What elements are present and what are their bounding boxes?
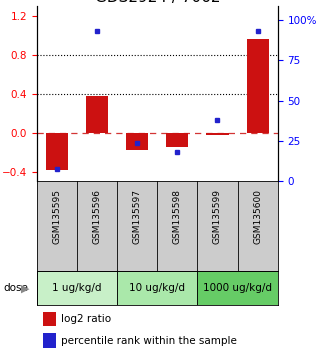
Text: GSM135597: GSM135597 (133, 189, 142, 244)
Text: percentile rank within the sample: percentile rank within the sample (61, 336, 237, 346)
Text: ▶: ▶ (21, 284, 29, 293)
Text: GSM135599: GSM135599 (213, 189, 222, 244)
Bar (247, 39, 269, 133)
Bar (117, 272, 197, 306)
Text: 10 ug/kg/d: 10 ug/kg/d (129, 284, 185, 293)
Text: log2 ratio: log2 ratio (61, 314, 111, 324)
Text: GSM135596: GSM135596 (92, 189, 102, 244)
Bar (197, 272, 278, 306)
Text: 1 ug/kg/d: 1 ug/kg/d (52, 284, 102, 293)
Bar (46, 133, 68, 170)
Text: dose: dose (3, 284, 28, 293)
Bar (206, 133, 229, 135)
Bar (126, 133, 148, 150)
Bar (166, 133, 188, 147)
Text: GSM135600: GSM135600 (253, 189, 262, 244)
Bar (37, 272, 117, 306)
Text: GSM135595: GSM135595 (52, 189, 62, 244)
Text: 1000 ug/kg/d: 1000 ug/kg/d (203, 284, 272, 293)
Title: GDS2924 / 7062: GDS2924 / 7062 (95, 0, 220, 5)
Text: GSM135598: GSM135598 (173, 189, 182, 244)
Bar (86, 96, 108, 133)
